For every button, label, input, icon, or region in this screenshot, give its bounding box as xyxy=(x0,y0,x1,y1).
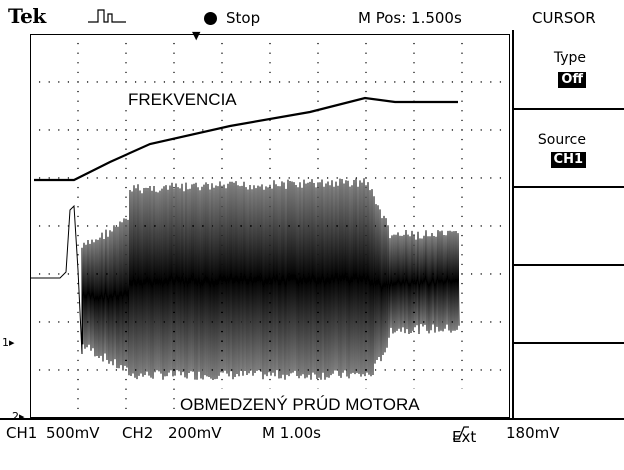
menu-source-label: Source xyxy=(537,132,586,148)
menu-source-value: CH1 xyxy=(550,152,586,168)
run-status-icon xyxy=(204,12,217,25)
current-trace xyxy=(30,178,460,381)
menu-slot-3[interactable] xyxy=(514,186,624,266)
header-bar: Tek Stop M Pos: 1.500s CURSOR xyxy=(0,0,624,30)
ch2-scale: 200mV xyxy=(168,424,222,442)
menu-type-label: Type xyxy=(553,50,586,66)
waveform-display: FREKVENCIA OBMEDZENÝ PRÚD MOTORA xyxy=(30,34,510,418)
label-bottom-background xyxy=(176,389,476,415)
frequency-trace xyxy=(34,96,458,182)
ch2-ground-marker: 2▸ xyxy=(12,410,25,423)
menu-type-value: Off xyxy=(558,72,586,88)
menu-type-slot[interactable]: Type Off xyxy=(514,30,624,108)
trigger-source: Ext xyxy=(452,424,476,446)
ch1-scale: 500mV xyxy=(46,424,100,442)
horizontal-position: M Pos: 1.500s xyxy=(358,9,462,27)
trigger-source-label: Ext xyxy=(452,428,477,446)
ch1-marker-label: 1 xyxy=(2,336,9,349)
run-state: Stop xyxy=(226,9,261,27)
trigger-waveform-icon xyxy=(88,9,126,23)
current-label: OBMEDZENÝ PRÚD MOTORA xyxy=(180,395,420,414)
ch2-label: CH2 xyxy=(122,424,154,442)
trigger-level: 180mV xyxy=(506,424,560,442)
timebase: M 1.00s xyxy=(262,424,321,442)
ch1-ground-marker: 1▸ xyxy=(2,336,15,349)
menu-title: CURSOR xyxy=(532,9,596,27)
side-menu: Type Off Source CH1 xyxy=(512,30,624,418)
ch1-label: CH1 xyxy=(6,424,38,442)
status-bar: CH1 500mV CH2 200mV M 1.00s Ext 180mV xyxy=(0,418,624,470)
menu-source-slot[interactable]: Source CH1 xyxy=(514,108,624,188)
trigger-position-icon: ▼ xyxy=(192,29,201,42)
brand-logo: Tek xyxy=(8,4,46,28)
label-top-background xyxy=(122,86,272,110)
frequency-label: FREKVENCIA xyxy=(128,90,237,109)
rising-edge-icon xyxy=(453,426,469,440)
menu-slot-5[interactable] xyxy=(514,342,624,420)
menu-slot-4[interactable] xyxy=(514,264,624,344)
ch2-marker-label: 2 xyxy=(12,410,19,423)
